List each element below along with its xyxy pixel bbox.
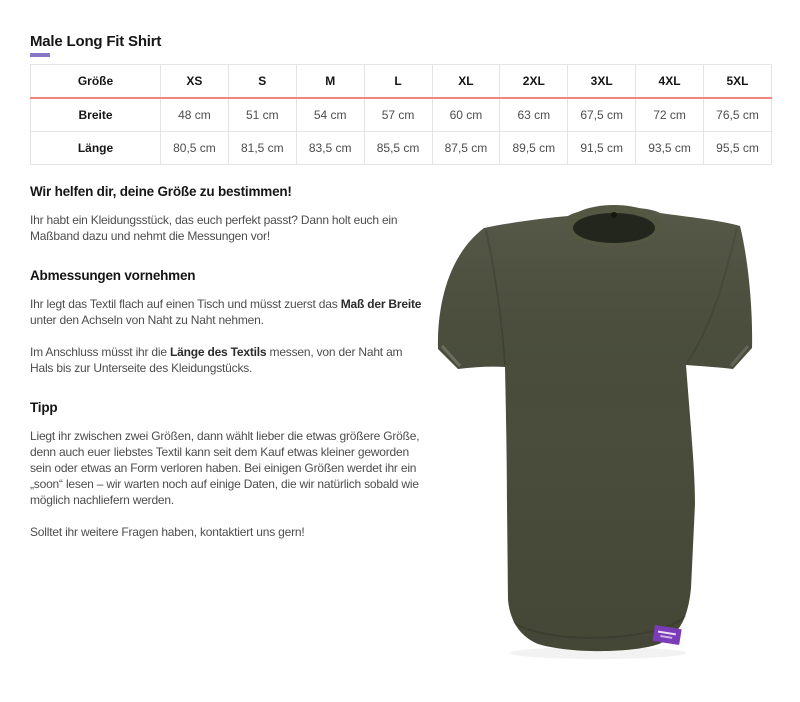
col-header-groesse: Größe bbox=[30, 64, 161, 99]
help-paragraph: Ihr habt ein Kleidungsstück, das euch pe… bbox=[30, 213, 398, 243]
row-label-breite: Breite bbox=[30, 97, 161, 132]
left-sleeve-seam bbox=[485, 229, 506, 366]
measure-p1-bold: Maß der Breite bbox=[340, 297, 422, 311]
page-title: Male Long Fit Shirt bbox=[30, 33, 162, 50]
breite-value-xs: 48 cm bbox=[160, 97, 229, 132]
laenge-value-4xl: 93,5 cm bbox=[635, 131, 704, 165]
col-header-s: S bbox=[227, 64, 297, 99]
table-row-laenge: Länge 80,5 cm 81,5 cm 83,5 cm 85,5 cm 87… bbox=[30, 131, 772, 165]
measure-p2-bold: Länge des Textils bbox=[169, 345, 267, 359]
product-photo-long-fit-shirt bbox=[433, 196, 759, 664]
breite-value-3xl: 67,5 cm bbox=[567, 97, 637, 132]
row-label-laenge: Länge bbox=[30, 131, 161, 165]
measure-heading: Abmessungen vornehmen bbox=[30, 268, 196, 283]
tshirt-shading bbox=[437, 207, 753, 652]
help-heading: Wir helfen dir, deine Größe zu bestimmen… bbox=[30, 184, 292, 199]
laenge-value-5xl: 95,5 cm bbox=[703, 131, 772, 165]
collar-opening bbox=[573, 213, 655, 243]
tip-heading: Tipp bbox=[30, 400, 58, 415]
size-chart-table: Größe XS S M L XL 2XL 3XL 4XL 5XL Breite… bbox=[30, 64, 772, 165]
collar-hanger-dot bbox=[611, 212, 617, 218]
left-sleeve-hem bbox=[440, 344, 462, 368]
measure-p1-pre: Ihr legt das Textil flach auf einen Tisc… bbox=[30, 297, 341, 311]
breite-value-m: 54 cm bbox=[295, 97, 365, 132]
breite-value-l: 57 cm bbox=[363, 97, 433, 132]
laenge-value-l: 85,5 cm bbox=[363, 131, 433, 165]
col-header-4xl: 4XL bbox=[635, 64, 704, 99]
table-row-breite: Breite 48 cm 51 cm 54 cm 57 cm 60 cm 63 … bbox=[30, 97, 772, 132]
measure-paragraph-laenge: Im Anschluss müsst ihr die Länge des Tex… bbox=[30, 344, 428, 376]
laenge-value-3xl: 91,5 cm bbox=[567, 131, 637, 165]
tshirt-illustration bbox=[437, 205, 753, 659]
col-header-m: M bbox=[295, 64, 365, 99]
col-header-xl: XL bbox=[431, 64, 501, 99]
laenge-value-m: 83,5 cm bbox=[295, 131, 365, 165]
col-header-3xl: 3XL bbox=[567, 64, 637, 99]
shirt-shadow bbox=[510, 647, 686, 659]
size-table-header-row: Größe XS S M L XL 2XL 3XL 4XL 5XL bbox=[30, 64, 772, 99]
measure-paragraph-breite: Ihr legt das Textil flach auf einen Tisc… bbox=[30, 296, 428, 328]
breite-value-s: 51 cm bbox=[227, 97, 297, 132]
breite-value-4xl: 72 cm bbox=[635, 97, 704, 132]
tip-paragraph: Liegt ihr zwischen zwei Größen, dann wäh… bbox=[30, 429, 420, 507]
title-accent-bar bbox=[30, 53, 50, 57]
right-sleeve-hem bbox=[729, 345, 750, 367]
laenge-value-2xl: 89,5 cm bbox=[499, 131, 569, 165]
laenge-value-s: 81,5 cm bbox=[227, 131, 297, 165]
col-header-l: L bbox=[363, 64, 433, 99]
col-header-2xl: 2XL bbox=[499, 64, 569, 99]
contact-paragraph: Solltet ihr weitere Fragen haben, kontak… bbox=[30, 525, 305, 539]
breite-value-5xl: 76,5 cm bbox=[703, 97, 772, 132]
brand-tag bbox=[652, 625, 682, 645]
breite-value-xl: 60 cm bbox=[431, 97, 501, 132]
laenge-value-xs: 80,5 cm bbox=[160, 131, 229, 165]
measure-p1-post: unter den Achseln von Naht zu Naht nehme… bbox=[30, 313, 264, 327]
laenge-value-xl: 87,5 cm bbox=[431, 131, 501, 165]
measure-p2-post: messen, von der Naht am Hals bis zur Unt… bbox=[30, 345, 403, 375]
breite-value-2xl: 63 cm bbox=[499, 97, 569, 132]
col-header-5xl: 5XL bbox=[703, 64, 772, 99]
right-sleeve-seam bbox=[686, 227, 738, 364]
measure-p2-pre: Im Anschluss müsst ihr die bbox=[30, 345, 170, 359]
bottom-hem-line bbox=[512, 615, 687, 639]
col-header-xs: XS bbox=[160, 64, 229, 99]
measuring-instructions: Wir helfen dir, deine Größe zu bestimmen… bbox=[30, 184, 428, 556]
